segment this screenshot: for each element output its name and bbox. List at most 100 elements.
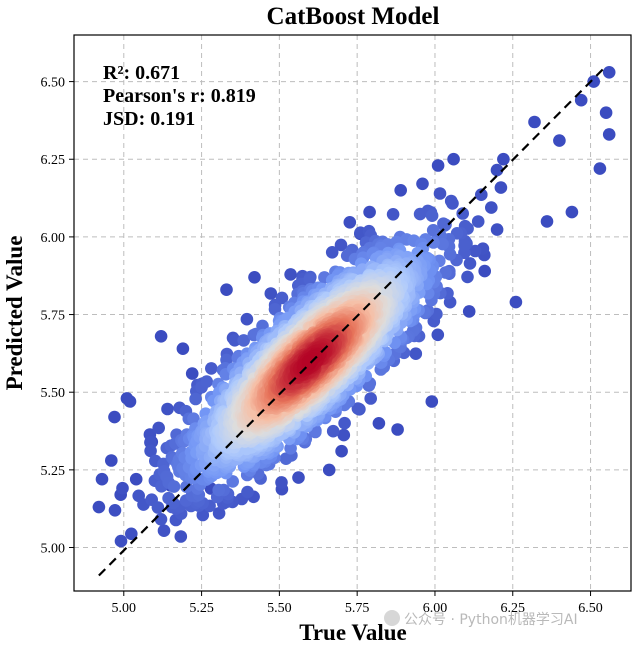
y-axis-ticks: 5.00 5.25 5.50 5.75 6.00 6.25 6.50 [41,76,74,557]
data-point [421,287,435,300]
data-point [123,395,137,408]
data-point [228,334,241,347]
data-point [105,454,118,467]
data-point [73,627,86,640]
x-tick-label: 6.00 [423,601,448,616]
data-point [189,392,202,406]
data-point [364,392,378,405]
data-point [478,264,492,278]
data-point [322,463,336,477]
data-point [409,347,423,361]
data-point [528,115,541,129]
data-point [304,354,317,368]
data-point [237,334,250,347]
x-tick-label: 5.25 [189,601,214,616]
data-point [108,410,121,424]
data-point [205,362,218,375]
data-point [509,295,523,309]
data-point [468,244,482,258]
data-point [394,184,408,197]
data-point [485,201,498,214]
data-point [167,480,181,493]
data-point [114,534,128,548]
watermark: 公众号 · Python机器学习AI [384,609,578,629]
data-point [125,527,138,541]
data-point [431,328,445,342]
data-point [446,197,459,210]
data-point [602,128,616,141]
data-point [95,472,109,486]
data-point [264,287,278,300]
data-point [574,93,588,107]
data-point [152,421,165,435]
data-point [433,187,447,200]
data-point [337,428,351,442]
data-point [162,491,175,505]
data-point [363,205,376,219]
data-point [226,475,239,488]
y-tick-label: 5.25 [41,464,66,479]
data-point [413,207,427,221]
data-point [144,444,157,458]
data-point [343,216,357,229]
data-point [116,481,129,495]
data-point [587,75,600,88]
data-point [185,367,199,380]
data-point [416,177,429,191]
data-point [447,152,460,166]
data-point [463,257,477,270]
data-point [599,106,613,119]
data-point [334,238,348,252]
data-point [438,219,451,232]
statistic-label: JSD: 0.191 [103,108,195,130]
data-point [335,444,348,458]
wechat-icon [384,610,400,626]
x-tick-label: 6.25 [501,601,526,616]
data-point [471,215,485,228]
data-point [187,412,200,426]
data-point [60,574,73,587]
y-tick-label: 6.25 [41,153,66,168]
data-point [351,402,365,415]
data-point [154,330,168,343]
data-point [275,476,288,489]
data-point [174,530,188,543]
data-point [497,152,510,166]
data-point [490,163,504,177]
data-point [212,507,226,520]
data-point [129,472,143,486]
y-tick-label: 6.00 [41,231,66,246]
data-point [462,305,476,318]
data-point [200,375,213,388]
data-point [326,424,340,438]
data-point [279,452,293,466]
data-point [372,417,386,430]
data-point [439,266,452,279]
data-point [151,501,165,514]
plot-frame [73,34,632,592]
data-point [154,513,168,526]
data-point [386,208,400,221]
chart-title: CatBoost Model [267,3,440,30]
data-point [220,283,233,297]
data-point [292,471,305,484]
statistic-label: R²: 0.671 [103,62,180,84]
data-point [108,504,122,517]
y-tick-label: 6.50 [41,76,66,91]
data-point [241,485,254,499]
data-point [490,223,504,236]
data-point [553,134,566,147]
data-point [284,268,297,281]
data-point [540,215,554,228]
x-tick-label: 5.75 [345,601,370,616]
y-tick-label: 5.75 [41,309,66,324]
data-point [303,273,316,286]
data-point [157,524,171,537]
data-point [431,159,445,172]
statistic-label: Pearson's r: 0.819 [103,85,256,107]
data-point [240,312,254,326]
data-point [161,402,174,416]
data-point [425,395,439,408]
